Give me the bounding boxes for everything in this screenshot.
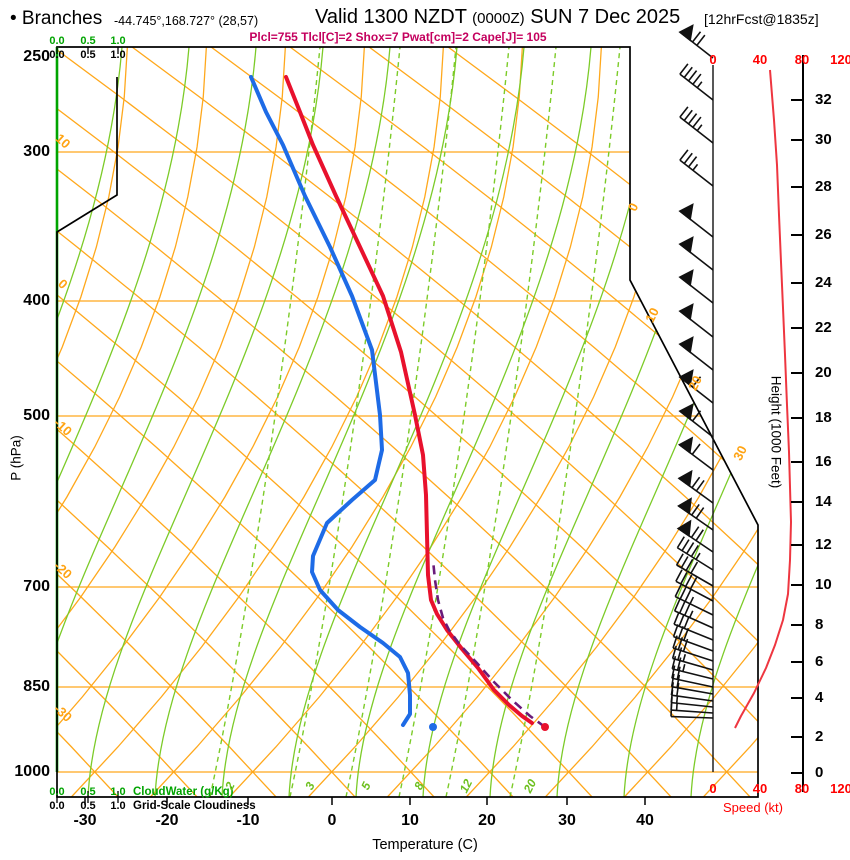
sounding-plot-canvas [55,24,804,805]
skewt-sounding-chart: • Branches -44.745°,168.727° (28,57) Val… [8,6,850,853]
